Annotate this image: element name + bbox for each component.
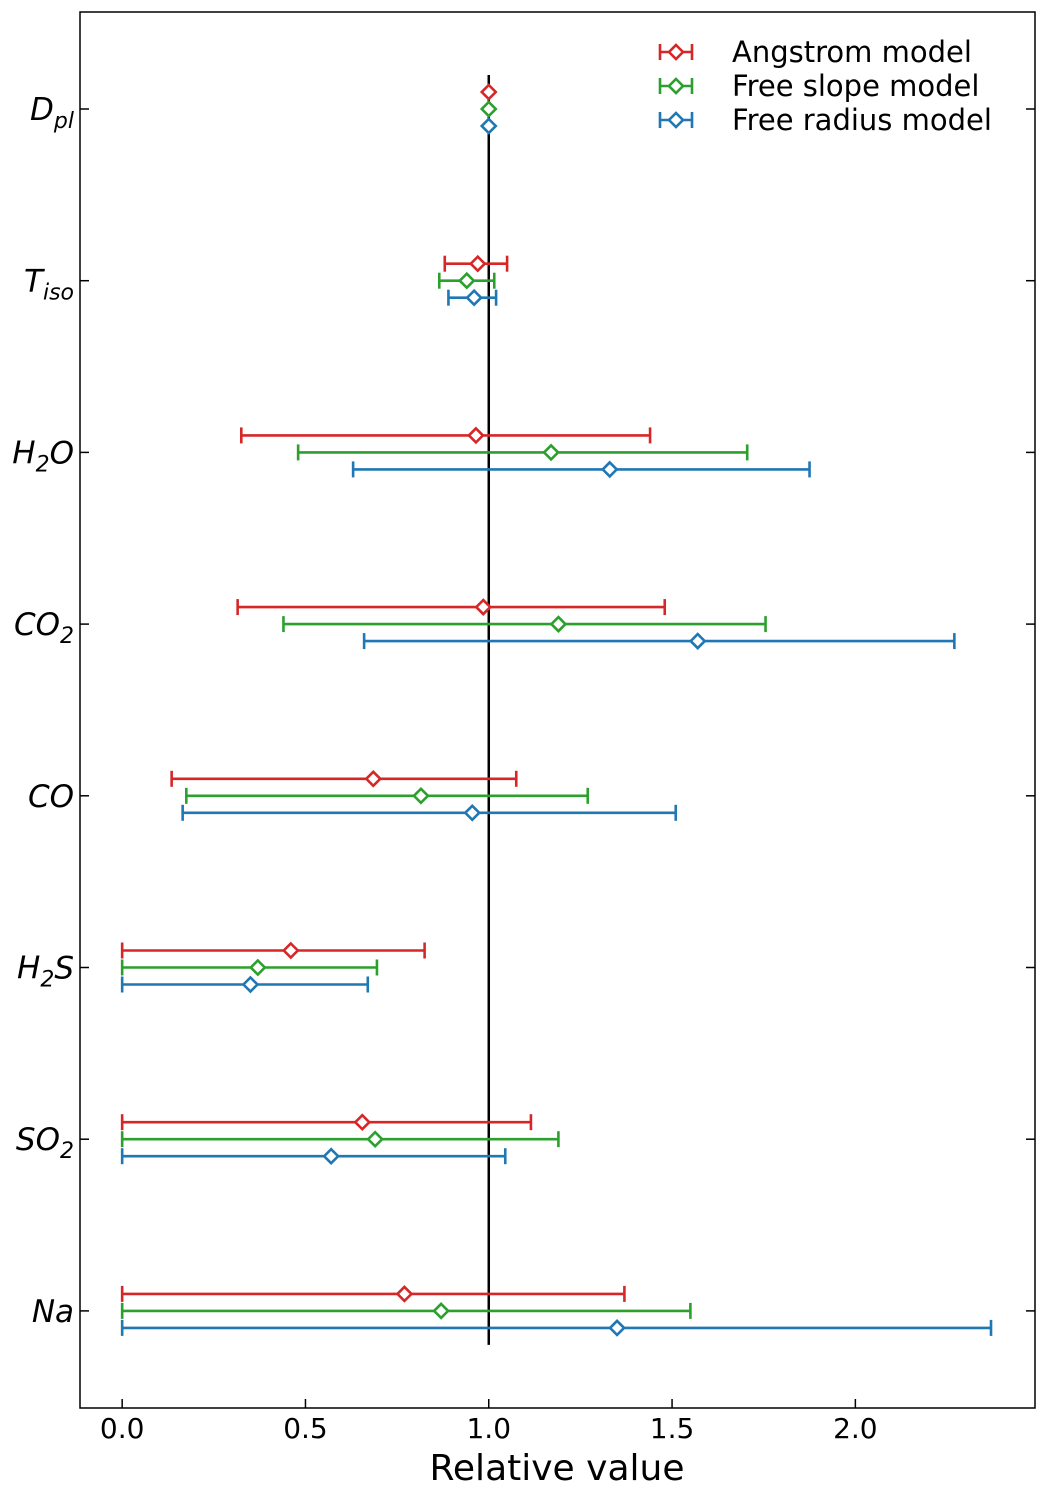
data-point-marker: [432, 1302, 450, 1320]
plot-frame: [79, 11, 1036, 1409]
data-point-marker: [241, 975, 260, 994]
data-point-marker: [479, 100, 498, 118]
legend-marker: [667, 77, 685, 95]
y-tick-label: H2O: [12, 435, 74, 477]
x-axis-label: Relative value: [430, 1448, 685, 1489]
data-point-marker: [395, 1285, 414, 1303]
data-point-marker: [479, 83, 498, 101]
data-point-marker: [468, 254, 487, 273]
data-point-marker: [412, 786, 430, 805]
data-point-marker: [457, 271, 476, 290]
y-tick-label: CO2: [14, 607, 74, 649]
data-point-marker: [248, 958, 267, 977]
data-point-marker: [353, 1113, 372, 1132]
legend-marker: [667, 111, 685, 129]
y-tick-label: Dpl: [30, 92, 74, 134]
y-tick-label: Tiso: [24, 264, 74, 306]
x-tick-label: 2.0: [833, 1412, 878, 1445]
x-tick-label: 0.0: [100, 1412, 145, 1445]
x-tick-label: 0.5: [283, 1412, 328, 1445]
legend-label: Free slope model: [732, 69, 979, 103]
data-point-marker: [608, 1319, 626, 1337]
data-point-marker: [542, 443, 560, 462]
data-point-marker: [463, 803, 482, 822]
data-point-marker: [366, 1130, 384, 1149]
data-point-marker: [364, 769, 383, 788]
data-point-marker: [281, 941, 300, 960]
data-point-marker: [474, 598, 493, 616]
legend-label: Free radius model: [732, 103, 992, 137]
data-point-marker: [322, 1147, 340, 1166]
y-tick-label: CO: [28, 779, 74, 815]
data-point-marker: [467, 426, 485, 445]
y-tick-label: Na: [32, 1294, 74, 1330]
x-tick-label: 1.5: [650, 1412, 695, 1445]
data-point-marker: [549, 615, 568, 633]
y-tick-label: SO2: [16, 1122, 74, 1164]
legend-marker: [667, 43, 685, 61]
y-tick-label: H2S: [17, 951, 74, 993]
legend-label: Angstrom model: [732, 35, 972, 69]
data-point-marker: [688, 632, 707, 650]
data-point-marker: [465, 288, 483, 307]
data-point-marker: [600, 460, 619, 479]
x-tick-label: 1.0: [466, 1412, 511, 1445]
data-point-marker: [479, 117, 498, 135]
